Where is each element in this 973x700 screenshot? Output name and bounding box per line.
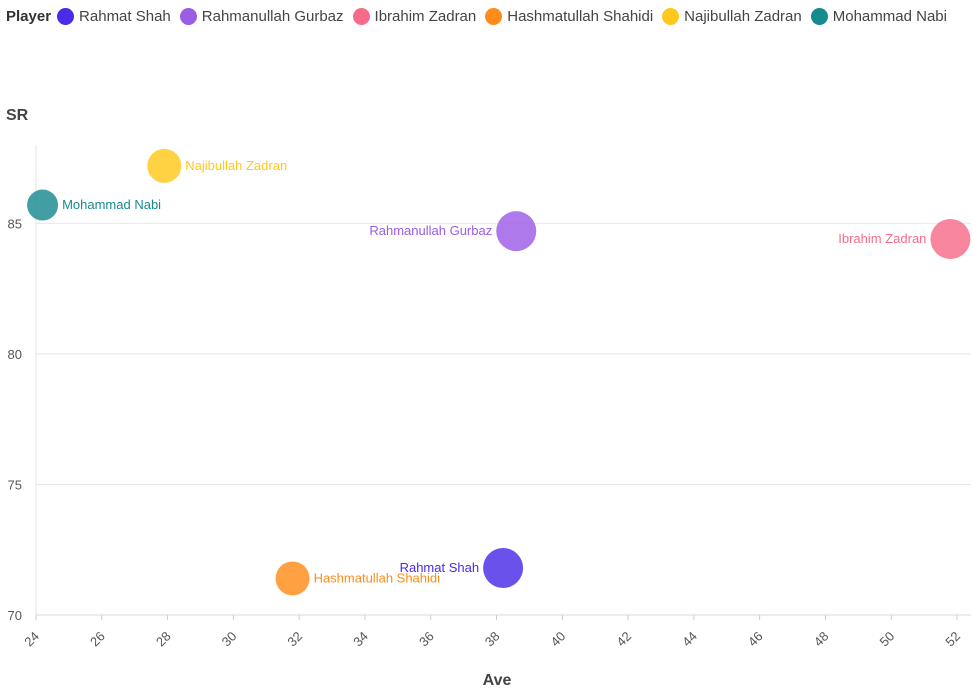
data-point[interactable] xyxy=(496,211,537,252)
legend-label: Mohammad Nabi xyxy=(832,8,947,25)
x-tick-label: 24 xyxy=(21,629,42,650)
y-tick-label: 70 xyxy=(8,608,22,623)
legend-swatch xyxy=(662,8,680,25)
y-axis-title: SR xyxy=(6,107,29,124)
point-label: Mohammad Nabi xyxy=(62,197,161,212)
legend-swatch xyxy=(179,8,197,25)
x-tick-label: 44 xyxy=(679,629,700,650)
x-tick-label: 30 xyxy=(219,629,240,650)
legend: Player Rahmat Shah Rahmanullah Gurbaz Ibra… xyxy=(6,8,966,25)
x-axis-title: Ave xyxy=(483,672,512,689)
y-tick-label: 80 xyxy=(8,347,22,362)
grid-lines xyxy=(35,145,971,616)
x-tick-label: 42 xyxy=(613,629,634,650)
point-label: Hashmatullah Shahidi xyxy=(314,570,441,585)
x-tick-label: 32 xyxy=(284,629,305,650)
data-point[interactable] xyxy=(930,219,971,259)
legend-label: Rahmat Shah xyxy=(79,8,171,25)
x-tick-label: 40 xyxy=(548,629,569,650)
legend-swatch xyxy=(485,8,503,25)
x-tick-label: 26 xyxy=(87,629,108,650)
legend-label: Hashmatullah Shahidi xyxy=(507,8,654,25)
point-label: Najibullah Zadran xyxy=(185,158,287,173)
x-tick-label: 34 xyxy=(350,629,371,650)
legend-label: Ibrahim Zadran xyxy=(374,8,477,25)
x-tick-label: 38 xyxy=(482,629,503,650)
point-label: Rahmanullah Gurbaz xyxy=(369,223,492,238)
y-axis-ticks: 70 75 80 85 xyxy=(8,216,22,623)
x-tick-label: 46 xyxy=(745,629,766,650)
legend-title: Player xyxy=(6,8,52,25)
data-point[interactable] xyxy=(483,548,524,588)
x-tick-label: 36 xyxy=(416,629,437,650)
legend-item[interactable]: Rahmanullah Gurbaz xyxy=(179,8,344,25)
legend-item[interactable]: Hashmatullah Shahidi xyxy=(485,8,653,25)
legend-label: Najibullah Zadran xyxy=(684,8,802,25)
legend-label: Rahmanullah Gurbaz xyxy=(201,8,344,25)
x-tick-label: 52 xyxy=(942,629,963,650)
legend-swatch xyxy=(57,8,75,25)
x-tick-label: 48 xyxy=(811,629,832,650)
legend-swatch xyxy=(810,8,828,25)
data-point[interactable] xyxy=(275,561,310,596)
x-tick-label: 28 xyxy=(153,629,174,650)
data-points: Rahmat Shah Rahmanullah Gurbaz Ibrahim Zad… xyxy=(27,148,971,596)
point-label: Ibrahim Zadran xyxy=(838,231,926,246)
point-label: Rahmat Shah xyxy=(400,560,480,575)
y-tick-label: 75 xyxy=(8,477,22,492)
x-axis-ticks: 24 26 28 30 32 34 36 38 40 42 44 46 48 50 52 xyxy=(21,615,963,649)
legend-item[interactable]: Mohammad Nabi xyxy=(810,8,947,25)
y-tick-label: 85 xyxy=(8,216,22,231)
legend-item[interactable]: Najibullah Zadran xyxy=(662,8,802,25)
legend-swatch xyxy=(352,8,370,25)
x-tick-label: 50 xyxy=(876,629,897,650)
data-point[interactable] xyxy=(27,189,59,221)
data-point[interactable] xyxy=(147,148,182,183)
legend-item[interactable]: Rahmat Shah xyxy=(57,8,171,25)
legend-item[interactable]: Ibrahim Zadran xyxy=(352,8,477,25)
